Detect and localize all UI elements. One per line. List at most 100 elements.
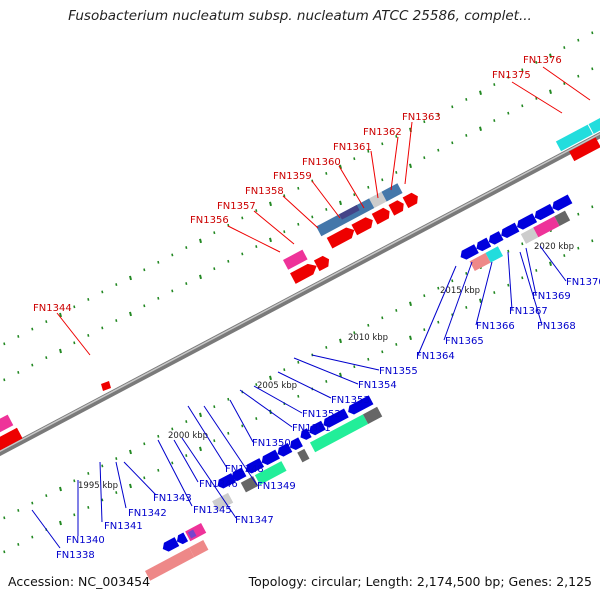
gene-fn1370[interactable] (554, 210, 571, 226)
tick-mark (87, 505, 90, 509)
gene-label-fn1367[interactable]: FN1367 (509, 306, 548, 317)
tick-mark (465, 133, 468, 137)
tick-mark (353, 365, 356, 369)
gene-fn1350[interactable] (297, 448, 310, 463)
tick-mark (549, 261, 552, 266)
gene-label-fn1352[interactable]: FN1352 (302, 409, 341, 420)
tick-mark (339, 200, 342, 206)
gene-fn1358[interactable] (313, 254, 332, 272)
gene-label-fn1348[interactable]: FN1348 (225, 464, 264, 475)
gene-label-fn1360[interactable]: FN1360 (302, 157, 341, 168)
gene-label-fn1376[interactable]: FN1376 (523, 55, 562, 66)
gene-label-fn1358[interactable]: FN1358 (245, 186, 284, 197)
gene-fn1363[interactable] (326, 225, 357, 249)
gene-fn1369[interactable] (533, 216, 560, 238)
tick-mark (353, 157, 356, 161)
gene-label-fn1347[interactable]: FN1347 (235, 515, 274, 526)
reverse-gene-row[interactable] (29, 194, 600, 600)
gene-label-fn1364[interactable]: FN1364 (416, 351, 455, 362)
tick-mark (451, 141, 454, 145)
gene-fn1366[interactable] (485, 246, 504, 263)
gene-label-fn1355[interactable]: FN1355 (379, 366, 418, 377)
tick-mark (171, 461, 174, 465)
tick-mark (3, 342, 6, 346)
gene-label-fn1353[interactable]: FN1353 (331, 395, 370, 406)
gene-label-fn1361[interactable]: FN1361 (333, 142, 372, 153)
tick-mark (367, 185, 370, 189)
gene-label-fn1349[interactable]: FN1349 (257, 481, 296, 492)
gene-label-fn1359[interactable]: FN1359 (273, 171, 312, 182)
gene-fn1357[interactable] (290, 261, 319, 284)
gene-label-fn1357[interactable]: FN1357 (217, 201, 256, 212)
forward-gene-cluster-left[interactable] (0, 414, 23, 454)
gene-label-fn1354[interactable]: FN1354 (358, 380, 397, 391)
gene-label-fn1356[interactable]: FN1356 (190, 215, 229, 226)
gene-fn1343[interactable] (212, 492, 234, 512)
gene-fn1360[interactable] (339, 204, 360, 220)
tick-mark (255, 383, 258, 386)
gene-label-fn1369[interactable]: FN1369 (532, 291, 571, 302)
gene-label-fn1341[interactable]: FN1341 (104, 521, 143, 532)
gene-label-fn1340[interactable]: FN1340 (66, 535, 105, 546)
gene-fn1364[interactable] (458, 244, 479, 261)
gene-fn1344[interactable] (101, 381, 111, 391)
tick-mark (381, 316, 384, 320)
gene-fn1348[interactable] (259, 449, 280, 467)
tick-mark (199, 274, 202, 280)
gene-label-fn1338[interactable]: FN1338 (56, 550, 95, 561)
forward-gene-cluster-mid[interactable] (276, 178, 427, 284)
gene-label-fn1362[interactable]: FN1362 (363, 127, 402, 138)
gene-label-fn1370[interactable]: FN1370 (566, 277, 600, 288)
gene-fn1347[interactable] (254, 461, 287, 485)
tick-mark (171, 289, 174, 293)
gene-label-fn1345[interactable]: FN1345 (193, 505, 232, 516)
gene-fn1351[interactable] (298, 428, 312, 442)
gene-label-fn1346[interactable]: FN1346 (199, 479, 238, 490)
gene-fn1345[interactable] (215, 473, 236, 490)
tick-mark (87, 471, 90, 475)
gene-fn1349[interactable] (275, 443, 293, 458)
gene-label-fn1351[interactable]: FN1351 (292, 423, 331, 434)
tick-mark (325, 208, 328, 211)
gene-fn1362[interactable] (381, 183, 403, 202)
gene-label-fn1366[interactable]: FN1366 (476, 321, 515, 332)
tick-mark (549, 53, 552, 58)
gene-fn1340[interactable] (144, 547, 195, 581)
gene-fn1355[interactable] (362, 406, 383, 425)
tick-mark (535, 60, 538, 64)
gene-label-fn1344[interactable]: FN1344 (33, 303, 72, 314)
gene-fn1367[interactable] (486, 231, 504, 246)
gene-fn1368[interactable] (520, 227, 539, 244)
tick-mark (157, 468, 160, 472)
gene-fn1354[interactable] (309, 414, 369, 453)
tick-mark (3, 378, 6, 382)
gene-fn1361[interactable] (369, 191, 387, 209)
tick-mark (129, 311, 132, 317)
tick-mark (227, 259, 230, 263)
tick-mark (73, 513, 76, 517)
gene-fn1375[interactable] (555, 124, 593, 152)
gene-label-fn1375[interactable]: FN1375 (492, 70, 531, 81)
gene-fn1341[interactable] (160, 537, 180, 553)
gene-label-fn1363[interactable]: FN1363 (402, 112, 441, 123)
gene-label-fn1342[interactable]: FN1342 (128, 508, 167, 519)
gene-fn1352[interactable] (307, 420, 326, 437)
gene-fn1365[interactable] (469, 252, 491, 272)
tick-mark (269, 237, 272, 243)
tick-mark (507, 283, 510, 287)
tick-mark (381, 350, 384, 354)
tick-mark (87, 333, 90, 337)
forward-strand-features (0, 114, 600, 454)
gene-fn1356[interactable] (283, 249, 308, 270)
gene-label-fn1365[interactable]: FN1365 (445, 336, 484, 347)
gene-label-fn1350[interactable]: FN1350 (252, 438, 291, 449)
tick-mark (255, 209, 258, 212)
tick-mark (507, 75, 510, 79)
tick-mark (143, 476, 146, 480)
gene-label-fn1368[interactable]: FN1368 (537, 321, 576, 332)
map-title: Fusobacterium nucleatum subsp. nucleatum… (68, 8, 532, 24)
gene-fn1346[interactable] (240, 476, 259, 493)
tick-mark (283, 194, 286, 198)
gene-fn1353[interactable] (321, 408, 349, 430)
gene-label-fn1343[interactable]: FN1343 (153, 493, 192, 504)
